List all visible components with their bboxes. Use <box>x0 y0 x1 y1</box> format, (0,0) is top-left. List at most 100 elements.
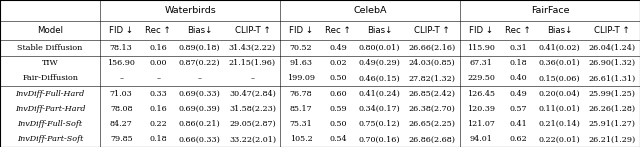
Text: 199.09: 199.09 <box>287 75 315 82</box>
Text: FID ↓: FID ↓ <box>289 26 313 35</box>
Text: 26.90(1.32): 26.90(1.32) <box>589 59 636 67</box>
Text: 26.86(2.68): 26.86(2.68) <box>409 135 456 143</box>
Text: 156.90: 156.90 <box>108 59 135 67</box>
Text: 26.21(1.29): 26.21(1.29) <box>589 135 636 143</box>
Text: Model: Model <box>37 26 63 35</box>
Text: 0.57: 0.57 <box>509 105 527 113</box>
Text: 26.38(2.70): 26.38(2.70) <box>409 105 456 113</box>
Text: 27.82(1.32): 27.82(1.32) <box>409 75 456 82</box>
Text: 0.16: 0.16 <box>149 44 167 52</box>
Text: TIW: TIW <box>42 59 58 67</box>
Text: 126.45: 126.45 <box>467 90 495 98</box>
Text: 0.16: 0.16 <box>149 105 167 113</box>
Text: 79.85: 79.85 <box>110 135 132 143</box>
Text: 26.85(2.42): 26.85(2.42) <box>409 90 456 98</box>
Text: FID ↓: FID ↓ <box>469 26 493 35</box>
Text: CLIP-T ↑: CLIP-T ↑ <box>235 26 270 35</box>
Text: 0.02: 0.02 <box>330 59 347 67</box>
Text: 0.66(0.33): 0.66(0.33) <box>179 135 221 143</box>
Text: 31.43(2.22): 31.43(2.22) <box>229 44 276 52</box>
Text: 0.59: 0.59 <box>330 105 347 113</box>
Text: 0.00: 0.00 <box>150 59 167 67</box>
Text: –: – <box>250 75 255 82</box>
Text: 115.90: 115.90 <box>467 44 495 52</box>
Text: CLIP-T ↑: CLIP-T ↑ <box>415 26 450 35</box>
Text: 0.62: 0.62 <box>509 135 527 143</box>
Text: 0.54: 0.54 <box>330 135 347 143</box>
Text: –: – <box>156 75 160 82</box>
Text: 0.49: 0.49 <box>329 44 347 52</box>
Text: 0.33: 0.33 <box>149 90 167 98</box>
Text: 120.39: 120.39 <box>467 105 495 113</box>
Text: 0.49: 0.49 <box>509 90 527 98</box>
Text: 0.49(0.29): 0.49(0.29) <box>358 59 401 67</box>
Text: FID ↓: FID ↓ <box>109 26 133 35</box>
Text: 26.04(1.24): 26.04(1.24) <box>589 44 636 52</box>
Text: –: – <box>119 75 124 82</box>
Text: 0.50: 0.50 <box>330 75 347 82</box>
Text: 30.47(2.84): 30.47(2.84) <box>229 90 276 98</box>
Text: Fair-Diffusion: Fair-Diffusion <box>22 75 78 82</box>
Text: 26.61(1.31): 26.61(1.31) <box>589 75 636 82</box>
Text: Rec ↑: Rec ↑ <box>325 26 351 35</box>
Text: 29.05(2.87): 29.05(2.87) <box>229 120 276 128</box>
Text: 24.03(0.85): 24.03(0.85) <box>409 59 456 67</box>
Text: 70.52: 70.52 <box>290 44 312 52</box>
Text: 0.86(0.21): 0.86(0.21) <box>179 120 220 128</box>
Text: 0.75(0.12): 0.75(0.12) <box>358 120 400 128</box>
Text: 76.78: 76.78 <box>290 90 312 98</box>
Text: 78.08: 78.08 <box>110 105 132 113</box>
Text: 71.03: 71.03 <box>110 90 132 98</box>
Text: 0.18: 0.18 <box>509 59 527 67</box>
Text: InvDiff-Full-Hard: InvDiff-Full-Hard <box>15 90 85 98</box>
Text: 85.17: 85.17 <box>290 105 312 113</box>
Text: 0.36(0.01): 0.36(0.01) <box>538 59 580 67</box>
Text: 0.22: 0.22 <box>149 120 167 128</box>
Text: 0.40: 0.40 <box>509 75 527 82</box>
Text: 25.99(1.25): 25.99(1.25) <box>589 90 636 98</box>
Text: InvDiff-Part-Hard: InvDiff-Part-Hard <box>15 105 85 113</box>
Text: 0.89(0.18): 0.89(0.18) <box>179 44 220 52</box>
Text: 0.69(0.33): 0.69(0.33) <box>179 90 221 98</box>
Text: Waterbirds: Waterbirds <box>164 6 216 15</box>
Text: InvDiff-Part-Soft: InvDiff-Part-Soft <box>17 135 83 143</box>
Text: 21.15(1.96): 21.15(1.96) <box>229 59 276 67</box>
Text: 25.91(1.27): 25.91(1.27) <box>589 120 636 128</box>
Text: 0.21(0.14): 0.21(0.14) <box>538 120 580 128</box>
Text: 67.31: 67.31 <box>470 59 492 67</box>
Text: Bias↓: Bias↓ <box>547 26 572 35</box>
Text: Bias↓: Bias↓ <box>187 26 212 35</box>
Text: 0.60: 0.60 <box>330 90 347 98</box>
Text: Stable Diffusion: Stable Diffusion <box>17 44 83 52</box>
Text: 26.26(1.28): 26.26(1.28) <box>589 105 636 113</box>
Text: InvDiff-Full-Soft: InvDiff-Full-Soft <box>18 120 83 128</box>
Text: 0.46(0.15): 0.46(0.15) <box>358 75 401 82</box>
Text: CelebA: CelebA <box>353 6 387 15</box>
Text: 229.50: 229.50 <box>467 75 495 82</box>
Text: 94.01: 94.01 <box>470 135 492 143</box>
Text: 0.20(0.04): 0.20(0.04) <box>538 90 580 98</box>
Text: 0.80(0.01): 0.80(0.01) <box>358 44 400 52</box>
Text: Bias↓: Bias↓ <box>367 26 392 35</box>
Text: 0.87(0.22): 0.87(0.22) <box>179 59 220 67</box>
Text: 84.27: 84.27 <box>110 120 132 128</box>
Text: 0.31: 0.31 <box>509 44 527 52</box>
Text: FairFace: FairFace <box>531 6 570 15</box>
Text: 78.13: 78.13 <box>110 44 132 52</box>
Text: 0.15(0.06): 0.15(0.06) <box>538 75 580 82</box>
Text: –: – <box>198 75 202 82</box>
Text: 0.50: 0.50 <box>330 120 347 128</box>
Text: Rec ↑: Rec ↑ <box>145 26 171 35</box>
Text: 121.07: 121.07 <box>467 120 495 128</box>
Text: 26.66(2.16): 26.66(2.16) <box>409 44 456 52</box>
Text: 75.31: 75.31 <box>290 120 312 128</box>
Text: 0.11(0.01): 0.11(0.01) <box>538 105 580 113</box>
Text: 0.69(0.39): 0.69(0.39) <box>179 105 221 113</box>
Text: 0.41(0.02): 0.41(0.02) <box>538 44 580 52</box>
Text: 91.63: 91.63 <box>289 59 312 67</box>
Text: Rec ↑: Rec ↑ <box>505 26 531 35</box>
Text: 0.41(0.24): 0.41(0.24) <box>358 90 401 98</box>
Text: CLIP-T ↑: CLIP-T ↑ <box>595 26 630 35</box>
Text: 0.18: 0.18 <box>150 135 167 143</box>
Text: 0.41: 0.41 <box>509 120 527 128</box>
